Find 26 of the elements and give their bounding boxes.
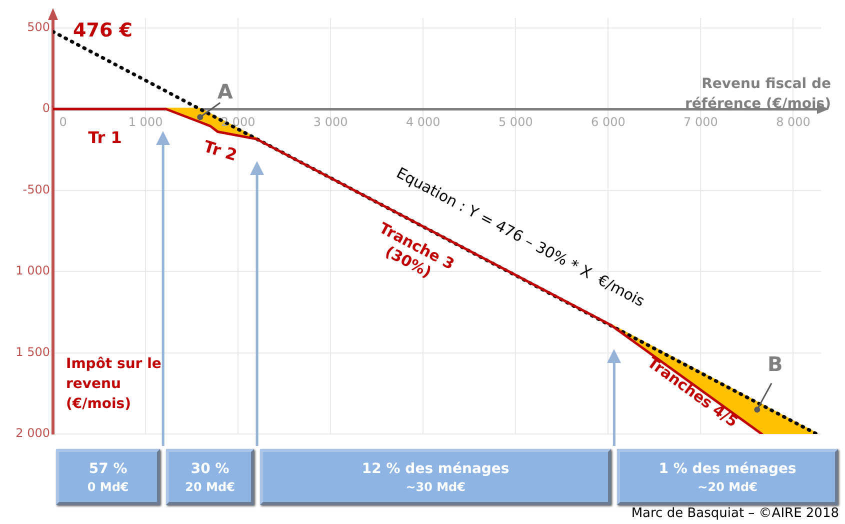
y-tick-label: 2 000	[16, 426, 50, 440]
annotation: 476 €	[73, 20, 132, 42]
x-tick-label: 8 000	[776, 115, 810, 130]
x-tick-label: 2 000	[220, 115, 256, 130]
x-tick-label: 5 000	[498, 115, 533, 130]
text: 57 % 0 Md€	[86, 460, 130, 495]
text: Marc de Basquiat – ©AIRE 2018	[631, 506, 839, 521]
text: 30 % 20 Md€	[184, 460, 236, 495]
x-tick-label: 3 000	[313, 115, 348, 130]
y-tick-label: 0	[42, 101, 50, 116]
y-axis-title: Impôt sur le revenu (€/mois)	[66, 355, 162, 414]
text: 12 % des ménages ~30 Md€	[360, 460, 510, 495]
y-tick-label: 1 500	[16, 344, 50, 359]
x-tick-label: 7 000	[684, 115, 718, 130]
annotation: A	[217, 79, 234, 104]
x-tick-label: 6 000	[591, 115, 626, 130]
annotation: Tr 1	[88, 128, 122, 148]
x-tick-label: 1 000	[128, 115, 163, 130]
x-tick-label: 4 000	[406, 115, 440, 130]
y-tick-label: 1 000	[16, 264, 50, 278]
y-tick-label: -500	[22, 182, 50, 196]
annotation: Tr 2	[201, 136, 240, 165]
x-tick-label: 0	[59, 115, 67, 130]
text: 1 % des ménages ~20 Md€	[658, 460, 798, 495]
annotation: B	[768, 352, 783, 376]
y-tick-label: 500	[27, 20, 50, 34]
